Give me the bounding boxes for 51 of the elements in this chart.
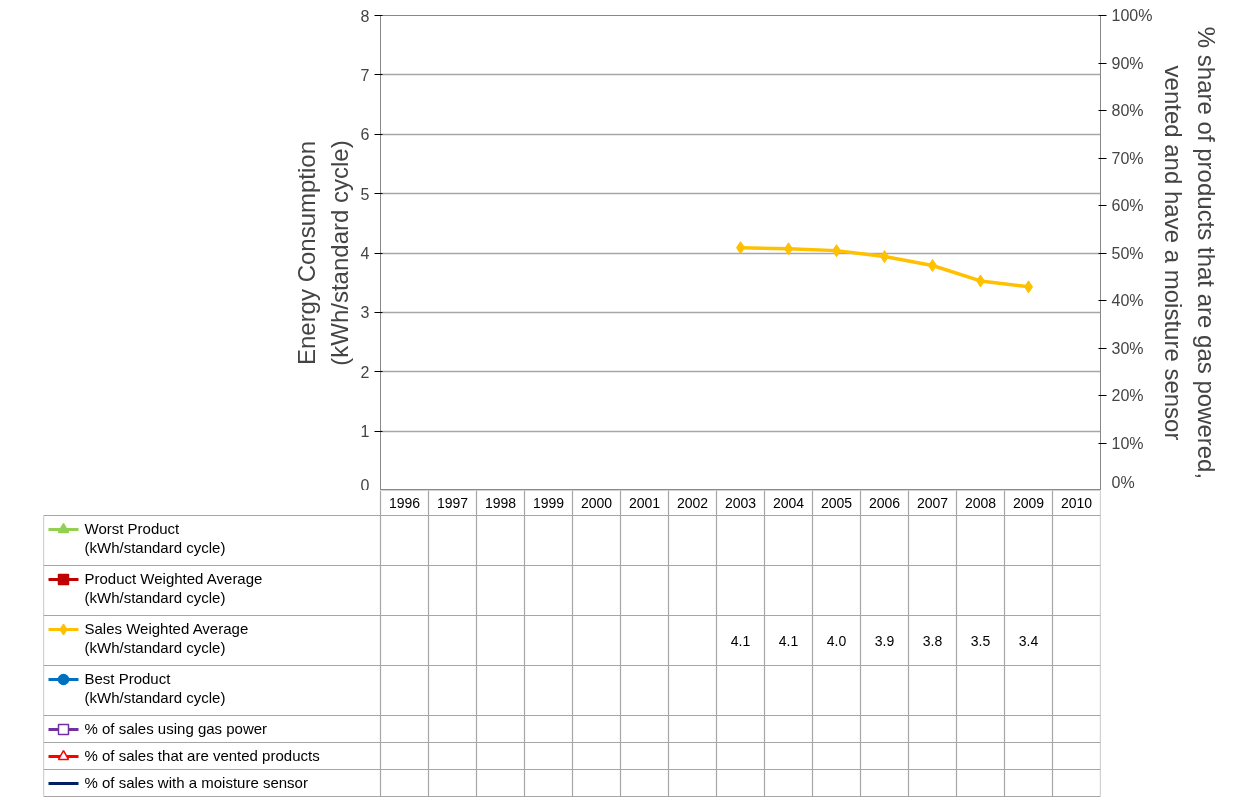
y2-tick-label: 80% — [1111, 102, 1144, 119]
legend-label: % of sales that are vented products — [84, 746, 320, 764]
y-tick-label: 7 — [360, 66, 370, 84]
y-tick-label: 4 — [360, 245, 370, 262]
data-label: 4.1 — [778, 632, 799, 649]
x-tick-label: 2001 — [628, 495, 661, 511]
legend-label: % of sales with a moisture sensor — [84, 773, 308, 791]
x-tick-label: 2006 — [868, 495, 901, 511]
legend-label: Sales Weighted Average (kWh/standard cycle) — [84, 619, 249, 657]
x-tick-label: 2005 — [820, 495, 853, 511]
y2-tick-label: 100% — [1111, 7, 1153, 24]
x-tick-label: 2002 — [676, 495, 709, 511]
x-tick-label: 2009 — [1012, 495, 1045, 511]
x-tick-label: 1998 — [484, 495, 517, 511]
data-label: 3.5 — [970, 632, 991, 649]
legend-label: Product Weighted Average (kWh/standard cycle) — [84, 569, 263, 607]
y-tick-label: 6 — [360, 126, 370, 144]
legend-label: % of sales using gas power — [84, 719, 268, 737]
y2-tick-label: 50% — [1111, 244, 1144, 262]
x-tick-label: 2004 — [772, 495, 805, 511]
y2-tick-label: 70% — [1111, 149, 1144, 167]
x-tick-label: 2000 — [580, 495, 613, 511]
y-tick-label: 5 — [360, 185, 370, 203]
data-label: 4.1 — [730, 632, 751, 649]
data-label: 4.0 — [826, 632, 847, 649]
y-tick-label: 0 — [360, 476, 370, 494]
data-label: 3.9 — [874, 632, 895, 649]
data-label: 3.4 — [1018, 632, 1039, 649]
data-label: 3.8 — [922, 632, 943, 649]
x-tick-label: 2008 — [964, 495, 997, 511]
x-tick-label: 2007 — [916, 495, 949, 511]
x-tick-label: 2003 — [724, 495, 757, 511]
x-tick-label: 1997 — [436, 495, 469, 511]
y2-tick-label: 10% — [1111, 434, 1144, 452]
y2-tick-label: 60% — [1111, 197, 1144, 214]
y-tick-label: 3 — [360, 304, 370, 322]
y2-tick-label: 90% — [1111, 54, 1144, 72]
legend-label: Worst Product (kWh/standard cycle) — [84, 519, 226, 557]
y2-tick-label: 0% — [1111, 473, 1135, 491]
x-tick-label: 1996 — [388, 495, 421, 511]
y2-tick-label: 30% — [1111, 339, 1144, 357]
y2-tick-label: 20% — [1111, 387, 1144, 404]
y2-axis-title: % share of products that are gas powered, vented and have a moisture sensor — [1160, 26, 1220, 480]
x-tick-label: 2010 — [1060, 495, 1093, 511]
y-tick-label: 2 — [360, 363, 370, 381]
y-tick-label: 8 — [360, 7, 370, 25]
legend-label: Best Product (kWh/standard cycle) — [84, 669, 226, 707]
y2-tick-label: 40% — [1111, 292, 1144, 309]
y-tick-label: 1 — [360, 423, 370, 441]
x-tick-label: 1999 — [532, 495, 565, 511]
y-axis-title: Energy Consumption (kWh/standard cycle) — [293, 140, 353, 366]
